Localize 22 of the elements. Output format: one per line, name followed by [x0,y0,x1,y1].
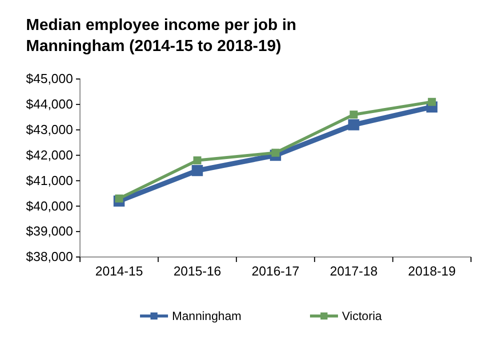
x-tick-label: 2018-19 [408,264,456,279]
y-tick-label: $41,000 [26,172,73,188]
x-tick-label: 2015-16 [173,264,222,279]
x-tick-label: 2017-18 [330,264,378,279]
x-tick-label: 2014-15 [95,264,143,279]
point [192,164,203,176]
y-tick-label: $43,000 [26,122,73,138]
legend-label: Victoria [342,309,382,323]
point [428,98,436,106]
point [115,194,124,203]
chart-title: Median employee income per job in Manningham (2014-15 to 2018-19) [26,17,296,55]
point [193,156,202,164]
y-tick-label: $42,000 [26,147,73,162]
y-tick-label: $45,000 [26,71,73,86]
y-tick-label: $40,000 [26,198,73,214]
y-tick-label: $44,000 [26,96,73,112]
y-tick-label: $39,000 [26,224,73,239]
legend-label: Manningham [172,309,242,323]
x-tick-label: 2016-17 [252,264,300,279]
y-tick-label: $38,000 [26,249,73,264]
point [350,110,358,119]
point [348,119,360,130]
